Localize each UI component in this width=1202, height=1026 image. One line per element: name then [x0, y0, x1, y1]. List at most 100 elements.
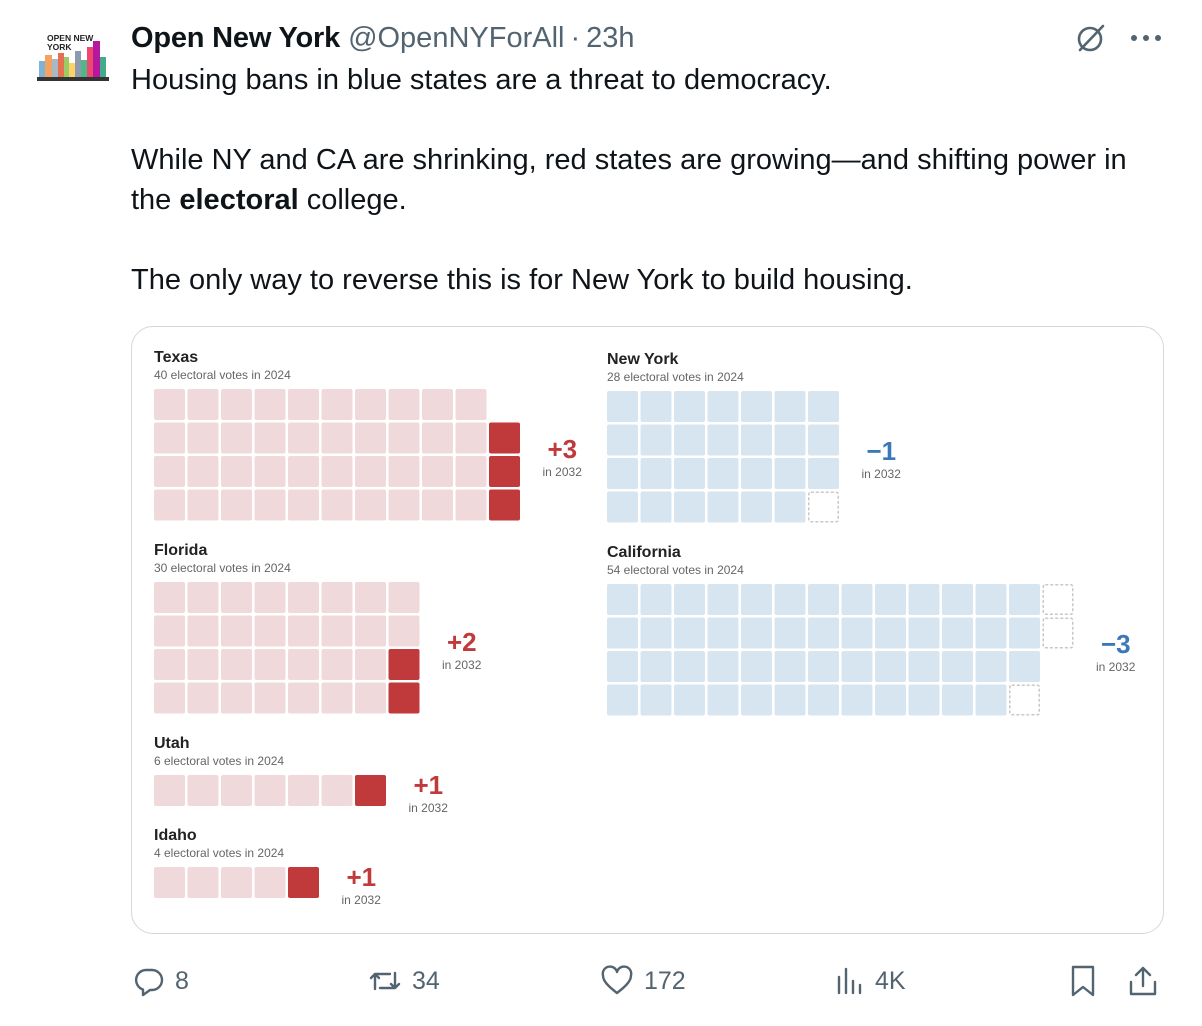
- florida-change-sub: in 2032: [442, 658, 482, 672]
- florida-subtitle: 30 electoral votes in 2024: [154, 561, 291, 575]
- california-vote: [942, 651, 973, 682]
- repost-button[interactable]: 34: [368, 958, 440, 1004]
- like-count: 172: [644, 966, 686, 995]
- like-button[interactable]: 172: [600, 958, 686, 1004]
- reply-count: 8: [175, 966, 189, 995]
- texas-vote: [422, 456, 453, 487]
- california-vote: [607, 617, 638, 649]
- new-york-vote: [741, 491, 772, 523]
- views-button[interactable]: 4K: [835, 958, 906, 1004]
- texas-vote: [288, 389, 319, 420]
- grok-icon[interactable]: [1074, 21, 1108, 55]
- repost-icon: [368, 965, 402, 997]
- california-vote: [875, 651, 906, 682]
- texas-vote: [388, 389, 420, 420]
- florida-vote: [355, 582, 386, 613]
- utah-vote: [321, 775, 353, 806]
- florida-vote: [154, 682, 185, 714]
- texas-vote: [221, 456, 252, 487]
- bookmark-button[interactable]: [1069, 958, 1097, 1004]
- california-vote: [674, 617, 705, 649]
- new-york-title: New York: [607, 351, 679, 368]
- author-handle[interactable]: @OpenNYForAll: [348, 21, 565, 54]
- texas-vote: [254, 489, 286, 521]
- texas-vote: [187, 389, 219, 420]
- california-title: California: [607, 544, 681, 561]
- california-vote: [1009, 617, 1040, 649]
- california-vote: [841, 584, 873, 615]
- florida-vote: [288, 682, 319, 714]
- california-subtitle: 54 electoral votes in 2024: [607, 563, 744, 577]
- california-vote: [707, 651, 739, 682]
- share-icon: [1127, 964, 1159, 998]
- california-vote: [942, 617, 973, 649]
- florida-vote: [221, 649, 252, 680]
- utah-vote: [254, 775, 286, 806]
- bookmark-icon: [1069, 964, 1097, 998]
- florida-vote: [187, 582, 219, 613]
- california-vote: [808, 617, 839, 649]
- california-vote: [741, 651, 772, 682]
- logo-text-line2: YORK: [47, 42, 72, 52]
- california-vote: [640, 617, 672, 649]
- california-vote: [875, 617, 906, 649]
- new-york-vote: [774, 424, 806, 456]
- texas-vote: [154, 389, 185, 420]
- heart-icon: [600, 965, 634, 997]
- florida-vote: [254, 682, 286, 714]
- tweet-paragraph-2: While NY and CA are shrinking, red state…: [131, 140, 1171, 220]
- florida-vote: [187, 682, 219, 714]
- more-options-icon[interactable]: [1130, 33, 1162, 43]
- reply-icon: [133, 965, 165, 997]
- new-york-vote: [640, 458, 672, 489]
- california-vote: [774, 584, 806, 615]
- florida-vote: [254, 582, 286, 613]
- texas-vote: [154, 422, 185, 454]
- utah-title: Utah: [154, 735, 190, 752]
- new-york-vote: [607, 424, 638, 456]
- tweet-media-image[interactable]: Texas 40 electoral votes in 2024 +3 in 2032…: [131, 326, 1164, 934]
- florida-vote: [321, 649, 353, 680]
- texas-vote: [154, 456, 185, 487]
- california-vote: [1009, 584, 1040, 615]
- florida-vote: [221, 615, 252, 647]
- florida-title: Florida: [154, 542, 207, 559]
- texas-vote: [187, 489, 219, 521]
- california-vote: [841, 651, 873, 682]
- california-vote: [741, 617, 772, 649]
- texas-subtitle: 40 electoral votes in 2024: [154, 368, 291, 382]
- idaho-title: Idaho: [154, 827, 197, 844]
- florida-gained-vote: [388, 682, 420, 714]
- texas-vote: [254, 456, 286, 487]
- florida-vote: [355, 682, 386, 714]
- reply-button[interactable]: 8: [133, 958, 189, 1004]
- new-york-vote: [707, 424, 739, 456]
- tweet-paragraph-3: The only way to reverse this is for New …: [131, 264, 913, 296]
- california-lost-vote: [1042, 617, 1074, 649]
- timestamp[interactable]: 23h: [586, 21, 635, 54]
- california-vote: [707, 617, 739, 649]
- california-vote: [640, 584, 672, 615]
- new-york-vote: [674, 491, 705, 523]
- california-change-sub: in 2032: [1096, 660, 1136, 674]
- california-vote: [674, 651, 705, 682]
- author-name[interactable]: Open New York: [131, 21, 341, 54]
- california-vote: [707, 584, 739, 615]
- california-vote: [741, 684, 772, 716]
- tweet-action-bar: 8 34 172: [131, 958, 1171, 1004]
- texas-vote: [422, 489, 453, 521]
- idaho-vote: [221, 867, 252, 898]
- avatar[interactable]: OPEN NEW YORK: [33, 27, 117, 85]
- florida-vote: [288, 649, 319, 680]
- california-vote: [808, 684, 839, 716]
- texas-vote: [321, 422, 353, 454]
- florida-vote: [187, 615, 219, 647]
- tweet-paragraph-2-text: While NY and CA are shrinking, red state…: [131, 144, 1127, 216]
- share-button[interactable]: [1127, 958, 1159, 1004]
- california-vote: [908, 617, 940, 649]
- texas-title: Texas: [154, 349, 198, 366]
- california-vote: [707, 684, 739, 716]
- new-york-vote: [674, 458, 705, 489]
